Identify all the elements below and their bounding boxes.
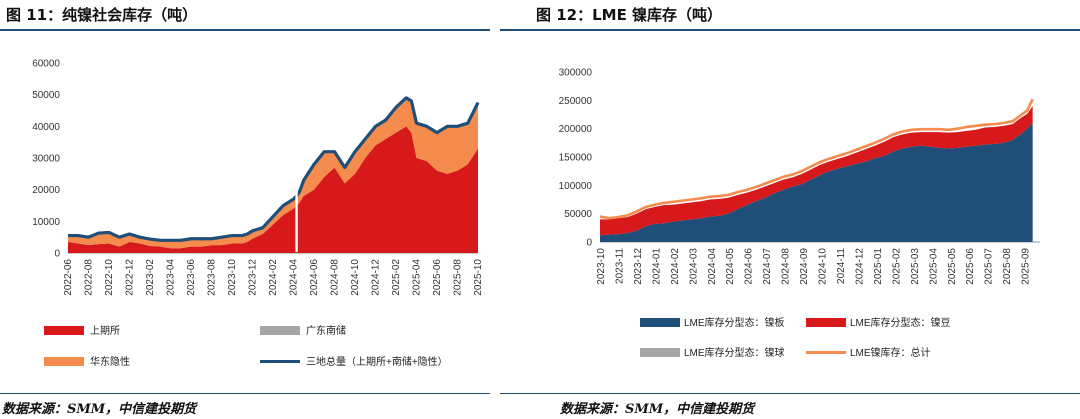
right-title-rule xyxy=(500,29,1080,31)
right-x-tick-label: 2024-05 xyxy=(725,248,736,285)
left-source: 数据来源：SMM，中信建投期货 xyxy=(2,402,197,417)
left-x-tick-label: 2022-08 xyxy=(84,259,95,296)
left-legend-label-0: 上期所 xyxy=(90,325,120,337)
right-x-tick-label: 2025-05 xyxy=(947,248,958,285)
left-y-tick-label: 40000 xyxy=(32,122,60,133)
right-x-tick-label: 2024-07 xyxy=(762,248,773,285)
right-legend-swatch-1 xyxy=(806,318,846,327)
left-x-tick-label: 2023-06 xyxy=(186,259,197,296)
right-x-tick-label: 2024-04 xyxy=(707,248,718,285)
left-x-tick-label: 2024-06 xyxy=(309,259,320,296)
right-x-tick-label: 2025-06 xyxy=(965,248,976,285)
left-bottom-rule xyxy=(0,393,490,394)
right-x-tick-label: 2025-08 xyxy=(1002,248,1013,285)
left-x-tick-label: 2023-02 xyxy=(145,259,156,296)
right-total-line xyxy=(599,98,1034,220)
left-legend-label-1: 广东南储 xyxy=(306,324,346,337)
right-x-tick-label: 2024-10 xyxy=(818,248,829,285)
left-x-tick-label: 2023-10 xyxy=(227,259,238,296)
left-area-2 xyxy=(68,97,478,249)
left-x-tick-label: 2024-12 xyxy=(371,259,382,296)
right-chart-panel: 0 50000 100000 150000 200000 250000 300000 2023… xyxy=(500,36,1080,386)
right-x-tick-label: 2025-02 xyxy=(891,248,902,285)
right-y-tick-label: 300000 xyxy=(559,68,593,79)
left-legend-swatch-1 xyxy=(260,326,300,335)
left-area-0 xyxy=(68,126,478,253)
left-x-tick-label: 2024-08 xyxy=(330,259,341,296)
right-y-tick-label: 100000 xyxy=(559,181,593,192)
right-x-tick-label: 2024-08 xyxy=(781,248,792,285)
left-x-tick-label: 2025-10 xyxy=(473,259,484,296)
left-x-tick-label: 2024-10 xyxy=(350,259,361,296)
right-area-1 xyxy=(600,106,1033,236)
left-x-tick-label: 2023-04 xyxy=(166,259,177,296)
left-x-tick-label: 2023-12 xyxy=(248,259,259,296)
left-y-tick-label: 10000 xyxy=(32,217,60,228)
left-legend-swatch-2 xyxy=(44,357,84,366)
left-y-tick-label: 30000 xyxy=(32,154,60,165)
right-x-tick-label: 2024-03 xyxy=(688,248,699,285)
right-legend-label-2: LME库存分型态：镍球 xyxy=(684,346,785,359)
right-y-tick-label: 0 xyxy=(586,238,592,249)
left-x-tick-label: 2025-08 xyxy=(453,259,464,296)
right-x-tick-label: 2024-01 xyxy=(651,248,662,285)
left-x-tick-label: 2022-06 xyxy=(63,259,74,296)
right-x-tick-label: 2025-01 xyxy=(873,248,884,285)
left-x-tick-label: 2022-10 xyxy=(104,259,115,296)
left-x-tick-label: 2025-04 xyxy=(412,259,423,296)
right-x-tick-label: 2024-02 xyxy=(670,248,681,285)
right-figure-title: 图 12：LME 镍库存（吨） xyxy=(536,6,723,24)
right-y-tick-label: 50000 xyxy=(564,209,592,220)
right-x-tick-label: 2024-06 xyxy=(744,248,755,285)
left-x-tick-label: 2022-12 xyxy=(125,259,136,296)
right-source: 数据来源：SMM，中信建投期货 xyxy=(560,402,755,417)
left-y-tick-label: 60000 xyxy=(32,59,60,70)
right-legend-swatch-0 xyxy=(640,318,680,327)
right-legend-swatch-2 xyxy=(640,348,680,357)
left-figure-title: 图 11：纯镍社会库存（吨） xyxy=(6,6,198,24)
right-y-tick-label: 150000 xyxy=(559,153,593,164)
right-x-tick-label: 2023-10 xyxy=(596,248,607,285)
left-legend-label-3: 三地总量（上期所+南储+隐性） xyxy=(306,355,448,368)
right-bottom-rule xyxy=(500,393,1080,394)
left-x-tick-label: 2023-08 xyxy=(207,259,218,296)
right-x-tick-label: 2024-11 xyxy=(836,248,847,284)
right-x-tick-label: 2023-11 xyxy=(614,248,625,284)
left-total-line xyxy=(68,96,480,242)
left-x-tick-label: 2024-02 xyxy=(268,259,279,296)
left-y-tick-label: 50000 xyxy=(32,90,60,101)
left-data-gap xyxy=(295,163,298,252)
left-legend-swatch-0 xyxy=(44,326,84,335)
left-y-tick-label: 20000 xyxy=(32,185,60,196)
right-x-tick-label: 2025-04 xyxy=(928,248,939,285)
right-y-tick-label: 250000 xyxy=(559,96,593,107)
left-legend-label-2: 华东隐性 xyxy=(90,355,130,368)
right-legend-label-3: LME镍库存：总计 xyxy=(850,346,931,359)
right-x-tick-label: 2024-12 xyxy=(854,248,865,285)
left-y-tick-label: 0 xyxy=(54,249,60,260)
left-chart: 0 10000 20000 30000 40000 50000 60000 2022-06 20… xyxy=(32,59,484,369)
left-x-tick-label: 2025-06 xyxy=(432,259,443,296)
right-x-tick-label: 2025-07 xyxy=(984,248,995,285)
left-title-rule xyxy=(0,29,490,31)
right-x-tick-label: 2024-09 xyxy=(799,248,810,285)
right-x-tick-label: 2025-09 xyxy=(1021,248,1032,285)
right-x-tick-label: 2025-03 xyxy=(910,248,921,285)
left-chart-panel: 0 10000 20000 30000 40000 50000 60000 2022-06 20… xyxy=(0,36,490,386)
right-chart: 0 50000 100000 150000 200000 250000 300000 2023… xyxy=(559,68,1040,359)
right-area-0 xyxy=(600,123,1033,242)
right-x-tick-label: 2023-12 xyxy=(633,248,644,285)
right-legend-label-0: LME库存分型态：镍板 xyxy=(684,316,785,329)
left-x-tick-label: 2025-02 xyxy=(391,259,402,296)
right-y-tick-label: 200000 xyxy=(559,124,593,135)
left-x-tick-label: 2024-04 xyxy=(289,259,300,296)
right-legend-label-1: LME库存分型态：镍豆 xyxy=(850,316,951,329)
